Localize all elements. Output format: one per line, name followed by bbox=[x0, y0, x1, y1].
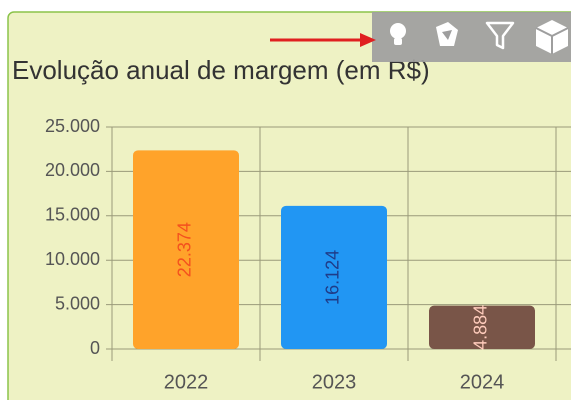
bar bbox=[429, 305, 535, 349]
value-label: 16.124 bbox=[323, 250, 343, 305]
y-tick-label: 20.000 bbox=[45, 160, 100, 180]
plot: 0 5.000 10.000 15.000 20.000 25.000 22.374 2022… bbox=[45, 116, 571, 393]
bar bbox=[281, 205, 387, 349]
y-tick-label: 15.000 bbox=[45, 205, 100, 225]
bulb-icon[interactable] bbox=[390, 23, 406, 45]
filter-icon[interactable] bbox=[485, 21, 515, 50]
toolbar bbox=[372, 12, 571, 62]
value-label: 4.884 bbox=[471, 305, 491, 350]
x-tick-label: 2024 bbox=[460, 371, 505, 393]
red-arrow bbox=[270, 33, 376, 47]
cube-icon[interactable] bbox=[535, 20, 569, 54]
value-label: 22.374 bbox=[175, 222, 195, 277]
y-tick-label: 25.000 bbox=[45, 116, 100, 136]
y-tick-label: 5.000 bbox=[55, 293, 100, 313]
x-tick-label: 2023 bbox=[312, 371, 357, 393]
y-tick-label: 0 bbox=[90, 338, 100, 358]
y-tick-label: 10.000 bbox=[45, 249, 100, 269]
cube-view-icon[interactable] bbox=[436, 22, 458, 46]
x-tick-label: 2022 bbox=[164, 371, 209, 393]
bar bbox=[133, 150, 239, 349]
chart-title: Evolução anual de margem (em R$) bbox=[12, 55, 430, 85]
